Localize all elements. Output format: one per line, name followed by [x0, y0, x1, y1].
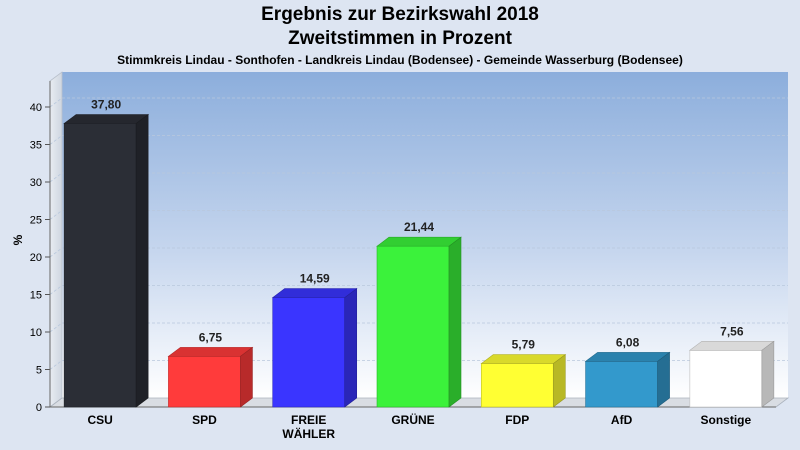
bar-front — [376, 245, 450, 408]
bar-front — [689, 349, 763, 408]
gridline-side — [49, 97, 63, 108]
bar-value-label: 6,08 — [616, 335, 640, 349]
gridline-side — [49, 135, 63, 145]
bar-side — [448, 236, 462, 408]
bar-freie-wähler — [271, 287, 358, 408]
bar-front — [272, 297, 346, 408]
gridline-side — [49, 210, 63, 220]
x-category-label: FDP — [505, 413, 529, 427]
bar-top — [271, 288, 358, 298]
bar-fdp — [480, 353, 567, 408]
x-category-label: CSU — [87, 413, 112, 427]
x-category-label: GRÜNE — [391, 412, 434, 427]
y-tick-label: 30 — [30, 177, 42, 189]
bar-side — [657, 351, 670, 408]
y-tick-label: 5 — [36, 365, 42, 377]
bar-top — [480, 354, 567, 364]
bar-top — [584, 352, 671, 362]
bar-csu — [63, 113, 150, 408]
x-category-label: AfD — [611, 413, 633, 427]
gridline-side — [49, 360, 63, 370]
y-tick-label: 25 — [30, 215, 42, 227]
bar-front — [480, 363, 554, 408]
gridline-side — [49, 285, 63, 295]
y-tick-label: 35 — [30, 140, 42, 152]
bar-front — [168, 356, 241, 408]
bar-top — [688, 340, 775, 351]
plot-left-wall — [49, 71, 63, 408]
bar-top — [63, 114, 150, 124]
bar-afd — [584, 351, 671, 408]
bar-side — [761, 340, 775, 408]
bar-sonstige — [688, 340, 775, 408]
bar-side — [552, 353, 566, 408]
y-tick-label: 20 — [30, 252, 42, 264]
bar-front — [63, 123, 137, 408]
gridline-side — [49, 172, 63, 183]
x-category-label: WÄHLER — [282, 426, 335, 441]
bar-grüne — [376, 236, 462, 408]
bar-value-label: 6,75 — [199, 330, 223, 344]
gridline-side — [49, 322, 63, 333]
bar-side — [135, 113, 149, 408]
chart-subtitle: Stimmkreis Lindau - Sonthofen - Landkrei… — [117, 53, 683, 67]
y-tick-label: 40 — [30, 102, 42, 114]
y-tick-label: 15 — [30, 290, 42, 302]
bar-value-label: 21,44 — [404, 220, 434, 234]
chart-title: Ergebnis zur Bezirkswahl 2018 — [261, 4, 539, 25]
bar-top — [376, 236, 462, 247]
y-tick-label: 0 — [36, 402, 42, 414]
bar-spd — [167, 346, 254, 408]
bar-value-label: 7,56 — [720, 324, 744, 338]
bar-side — [344, 287, 358, 408]
bar-side — [240, 346, 253, 408]
bar-value-label: 5,79 — [512, 338, 536, 352]
bar-value-label: 14,59 — [300, 272, 330, 286]
x-category-label: Sonstige — [701, 413, 752, 427]
chart-title-line2: Zweitstimmen in Prozent — [288, 28, 512, 49]
y-axis-label: % — [11, 234, 25, 245]
bar-top — [167, 347, 254, 357]
x-category-label: SPD — [192, 413, 217, 427]
bar-front — [585, 361, 658, 408]
x-category-label: FREIE — [291, 413, 326, 427]
bar-value-label: 37,80 — [91, 98, 121, 112]
y-tick-label: 10 — [30, 327, 42, 339]
gridline-side — [49, 247, 63, 258]
